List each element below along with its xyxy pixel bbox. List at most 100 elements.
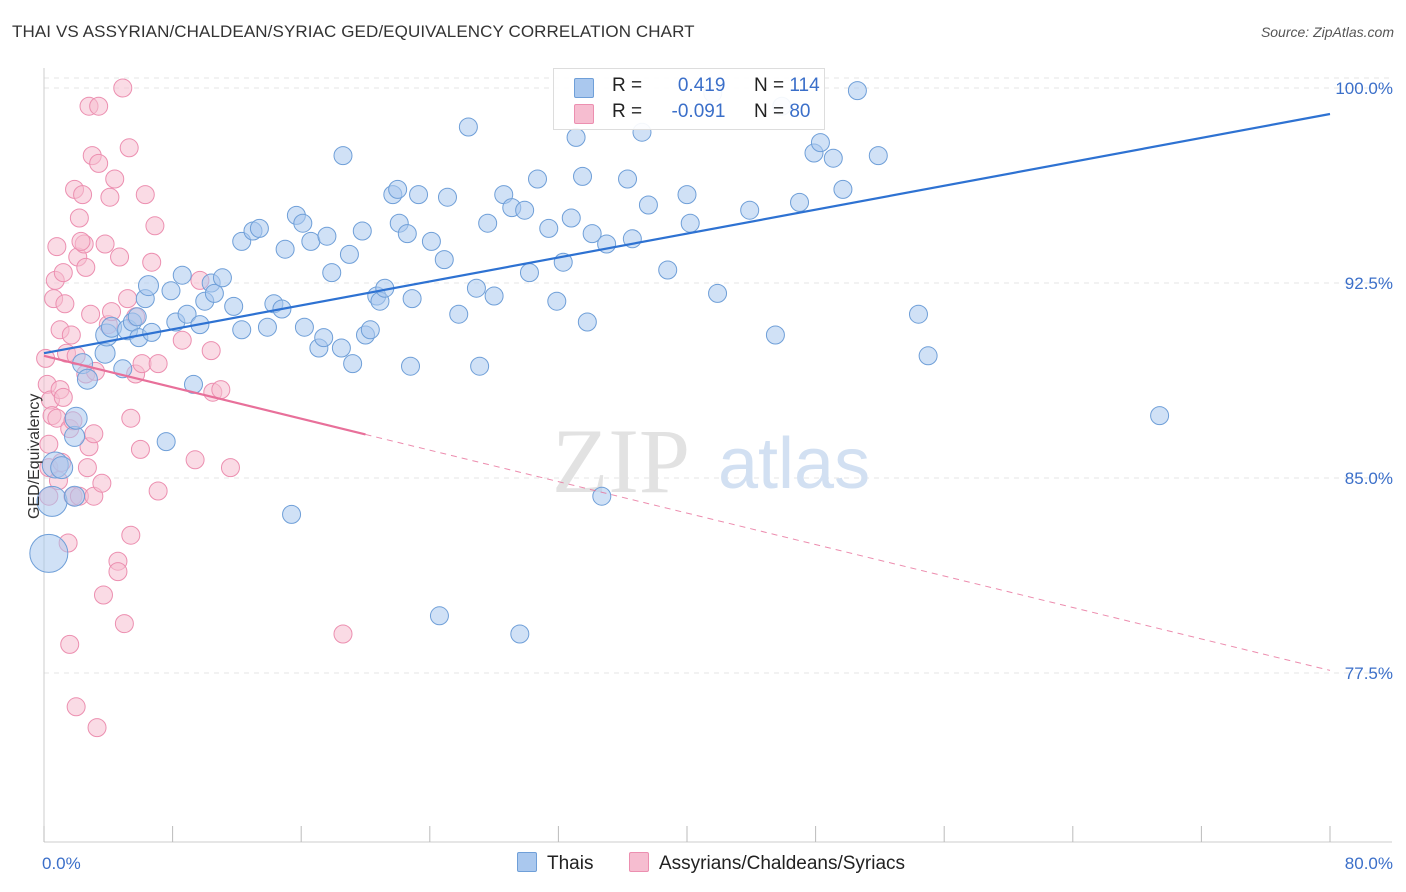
thai-point — [908, 304, 928, 324]
thai-point — [515, 200, 535, 220]
thai-point — [301, 231, 321, 251]
assyrian-point — [113, 78, 133, 98]
legend-swatch-assyrians — [574, 104, 594, 124]
thai-point — [64, 485, 86, 507]
assyrian-point — [87, 718, 107, 738]
thai-point — [573, 166, 593, 186]
thai-point — [638, 195, 658, 215]
trend-layer — [43, 112, 1331, 671]
assyrian-point — [135, 185, 155, 205]
assyrian-point — [81, 304, 101, 324]
bottom-legend-assyrians: Assyrians/Chaldeans/Syriacs — [629, 852, 905, 875]
thai-point — [275, 239, 295, 259]
thai-point — [401, 356, 421, 376]
thai-point — [343, 354, 363, 374]
thai-point — [519, 263, 539, 283]
assyrian-point — [89, 96, 109, 116]
assyrian-point — [121, 525, 141, 545]
legend-swatch-thais — [574, 78, 594, 98]
assyrian-point — [53, 263, 73, 283]
assyrian-point — [110, 247, 130, 267]
assyrian-trend-line — [43, 354, 366, 436]
thai-point — [478, 213, 498, 233]
y-tick-label: 85.0% — [1345, 469, 1393, 488]
assyrian-point — [119, 138, 139, 158]
thai-point — [156, 432, 176, 452]
thai-point — [293, 213, 313, 233]
source-label: Source: ZipAtlas.com — [1260, 24, 1394, 40]
bottom-legend-swatch-thais — [517, 852, 537, 872]
assyrian-point — [148, 481, 168, 501]
assyrian-point — [201, 341, 221, 361]
thai-point — [561, 208, 581, 228]
thai-point — [127, 307, 147, 327]
assyrian-point — [114, 614, 134, 634]
assyrian-point — [61, 325, 81, 345]
assyrian-point — [89, 153, 109, 173]
thai-point — [582, 224, 602, 244]
thai-point — [397, 224, 417, 244]
thai-point — [352, 221, 372, 241]
thai-point — [172, 265, 192, 285]
thai-point — [317, 226, 337, 246]
thai-point — [409, 185, 429, 205]
legend-r-value-assyrians: -0.091 — [671, 101, 726, 122]
grid-layer — [44, 77, 1392, 674]
thai-point — [833, 179, 853, 199]
thai-point — [740, 200, 760, 220]
thai-point — [76, 368, 98, 390]
assyrian-point — [47, 237, 67, 257]
assyrian-point — [93, 585, 113, 605]
watermark-zip: ZIP — [552, 410, 690, 512]
assyrian-point — [71, 231, 91, 251]
bottom-legend-label-thais: Thais — [547, 853, 594, 874]
thai-point — [449, 304, 469, 324]
points-layer — [29, 78, 1170, 738]
assyrian-point — [73, 185, 93, 205]
assyrian-point — [172, 330, 192, 350]
assyrian-point — [211, 380, 231, 400]
thai-point — [823, 148, 843, 168]
thai-point — [429, 606, 449, 626]
thai-point — [658, 260, 678, 280]
thai-point — [282, 504, 302, 524]
thai-point — [331, 338, 351, 358]
thai-point — [618, 169, 638, 189]
axis-layer — [43, 68, 1392, 843]
y-tick-label: 77.5% — [1345, 664, 1393, 683]
assyrian-point — [105, 169, 125, 189]
thai-point — [421, 231, 441, 251]
thai-point — [918, 346, 938, 366]
thai-point — [484, 286, 504, 306]
thai-point — [177, 304, 197, 324]
legend-n-value-assyrians: 80 — [789, 101, 811, 122]
x-tick-label: 0.0% — [42, 854, 81, 873]
assyrian-point — [53, 387, 73, 407]
thai-point — [677, 185, 697, 205]
thai-point — [212, 268, 232, 288]
thai-point — [161, 281, 181, 301]
thai-trend-line — [43, 112, 1331, 355]
thai-point — [333, 146, 353, 166]
thai-point — [810, 133, 830, 153]
bottom-legend-label-assyrians: Assyrians/Chaldeans/Syriacs — [659, 853, 906, 874]
thai-point — [224, 296, 244, 316]
thai-point — [388, 179, 408, 199]
watermark-atlas: atlas — [718, 424, 870, 504]
thai-point — [510, 624, 530, 644]
bottom-legend-swatch-assyrians — [629, 852, 649, 872]
assyrian-point — [108, 562, 128, 582]
thai-point — [539, 218, 559, 238]
assyrian-point — [118, 289, 138, 309]
chart-title: THAI VS ASSYRIAN/CHALDEAN/SYRIAC GED/EQU… — [12, 22, 695, 41]
assyrian-point — [220, 458, 240, 478]
thai-point — [577, 312, 597, 332]
thai-point — [566, 127, 586, 147]
thai-point — [547, 291, 567, 311]
thai-point — [868, 146, 888, 166]
thai-point — [765, 325, 785, 345]
assyrian-point — [66, 697, 86, 717]
assyrian-point — [69, 208, 89, 228]
watermark: ZIP atlas — [552, 410, 870, 512]
